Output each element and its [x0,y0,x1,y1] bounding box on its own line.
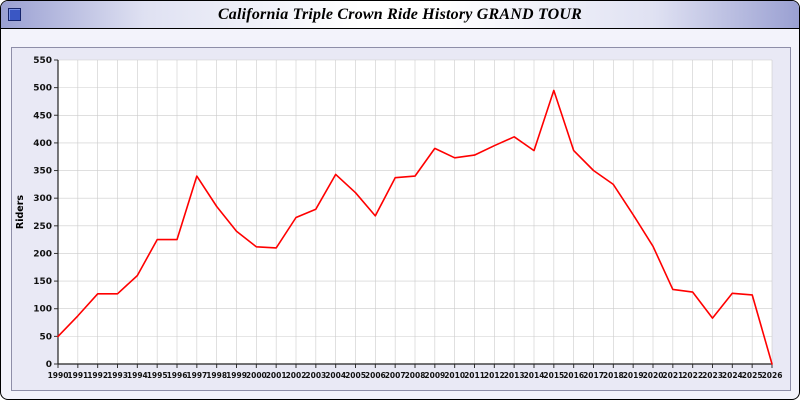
x-tick-label: 1999 [226,371,247,380]
x-tick-label: 2009 [424,371,445,380]
x-tick-label: 2002 [286,371,307,380]
x-tick-label: 2022 [682,371,703,380]
y-tick-label: 550 [33,56,52,66]
y-tick-label: 450 [33,111,52,121]
y-tick-label: 50 [39,332,52,342]
x-tick-label: 2026 [762,371,783,380]
x-tick-label: 1995 [147,371,168,380]
x-tick-label: 2015 [543,371,564,380]
title-bar: California Triple Crown Ride History GRA… [1,1,799,29]
x-tick-label: 2012 [484,371,505,380]
y-tick-label: 250 [33,222,52,232]
riders-series-line [57,89,773,365]
x-tick-label: 2013 [504,371,525,380]
x-tick-label: 2017 [583,371,604,380]
x-tick-label: 2011 [464,371,485,380]
x-tick-label: 1992 [87,371,108,380]
x-tick-label: 2006 [365,371,386,380]
x-tick-label: 2005 [345,371,366,380]
x-tick-label: 2019 [623,371,644,380]
x-tick-label: 1994 [127,371,148,380]
x-tick-label: 2014 [524,371,545,380]
x-tick-label: 2008 [405,371,426,380]
x-tick-label: 2001 [266,371,287,380]
y-tick-label: 150 [33,277,52,287]
x-tick-label: 1997 [186,371,207,380]
x-tick-label: 2004 [325,371,346,380]
x-tick-label: 1990 [48,371,69,380]
x-tick-label: 2007 [385,371,406,380]
x-tick-label: 2010 [444,371,465,380]
y-tick-label: 200 [33,249,52,259]
y-tick-label: 500 [33,84,52,94]
x-tick-label: 2024 [722,371,743,380]
x-tick-label: 1998 [206,371,227,380]
y-tick-label: 0 [46,360,52,370]
x-tick-label: 2025 [742,371,763,380]
x-tick-label: 2023 [702,371,723,380]
x-tick-label: 2000 [246,371,267,380]
y-tick-label: 300 [33,194,52,204]
x-tick-label: 2003 [305,371,326,380]
x-tick-label: 2021 [662,371,683,380]
chart-title: California Triple Crown Ride History GRA… [217,5,583,23]
window-icon [8,8,21,21]
x-tick-label: 2018 [603,371,624,380]
y-tick-label: 100 [33,305,52,315]
line-chart: 0501001502002503003504004505005501990199… [12,48,790,390]
y-tick-label: 350 [33,167,52,177]
x-tick-label: 2016 [563,371,584,380]
x-tick-label: 1996 [167,371,188,380]
x-tick-label: 1991 [67,371,88,380]
chart-panel: 0 50 100 150 200 250 300 350 400 450 500 550 1990 199… [11,47,791,391]
x-tick-label: 1993 [107,371,128,380]
x-tick-label: 2020 [643,371,664,380]
y-tick-label: 400 [33,139,52,149]
y-axis-title: Riders [15,195,26,230]
